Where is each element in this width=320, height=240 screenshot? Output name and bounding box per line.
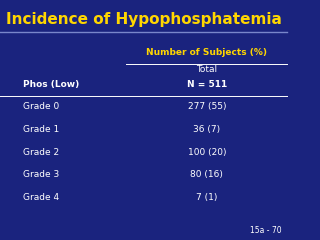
Text: 36 (7): 36 (7) [193, 125, 220, 134]
Text: 100 (20): 100 (20) [188, 148, 226, 157]
Text: Total: Total [196, 65, 217, 74]
Text: Phos (Low): Phos (Low) [23, 80, 79, 89]
Text: Grade 1: Grade 1 [23, 125, 59, 134]
Text: 15a - 70: 15a - 70 [250, 226, 281, 235]
Text: 80 (16): 80 (16) [190, 170, 223, 180]
Text: N = 511: N = 511 [187, 80, 227, 89]
Text: Grade 0: Grade 0 [23, 102, 59, 111]
Text: Incidence of Hypophosphatemia: Incidence of Hypophosphatemia [6, 12, 282, 27]
Text: Grade 4: Grade 4 [23, 193, 59, 202]
Text: Number of Subjects (%): Number of Subjects (%) [146, 48, 267, 57]
Text: Grade 3: Grade 3 [23, 170, 59, 180]
Text: 277 (55): 277 (55) [188, 102, 226, 111]
Text: Grade 2: Grade 2 [23, 148, 59, 157]
Text: 7 (1): 7 (1) [196, 193, 218, 202]
